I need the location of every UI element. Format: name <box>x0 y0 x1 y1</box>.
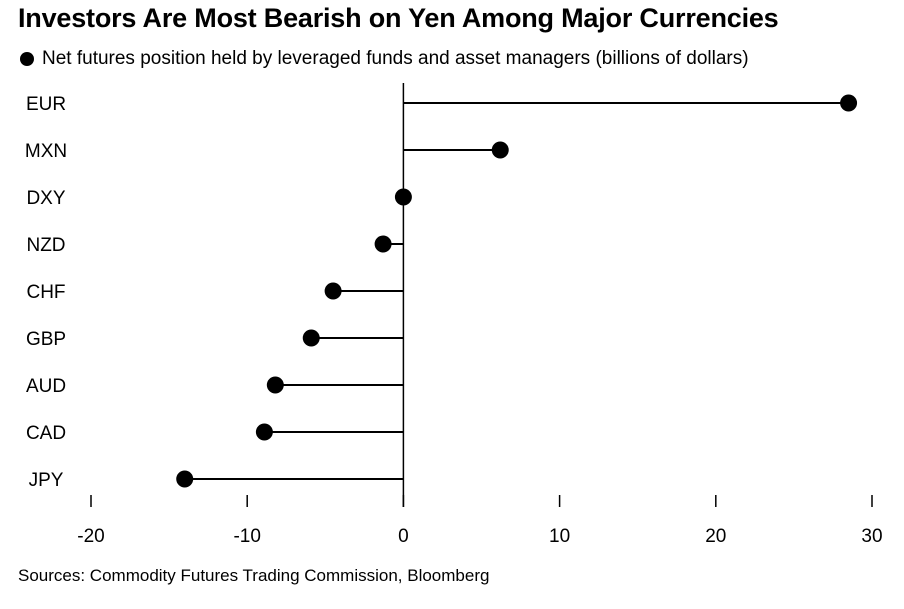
dot-jpy <box>176 470 194 488</box>
x-tick-label-1: -10 <box>233 526 260 547</box>
legend-marker-icon <box>20 52 34 66</box>
x-tick-label-2: 0 <box>398 526 409 547</box>
dot-gbp <box>302 329 320 347</box>
x-tick-label-4: 20 <box>705 526 726 547</box>
category-label-dxy: DXY <box>26 188 65 209</box>
category-label-eur: EUR <box>26 94 66 115</box>
dot-cad <box>255 423 273 441</box>
dot-aud <box>266 376 284 394</box>
category-label-chf: CHF <box>26 282 65 303</box>
category-label-aud: AUD <box>26 376 66 397</box>
dot-dxy <box>394 188 412 206</box>
dot-eur <box>840 94 858 112</box>
source-note: Sources: Commodity Futures Trading Commi… <box>18 566 490 585</box>
x-tick-label-3: 10 <box>549 526 570 547</box>
dot-nzd <box>374 235 392 253</box>
dot-chf <box>324 282 342 300</box>
dot-mxn <box>491 141 509 159</box>
category-label-cad: CAD <box>26 423 66 444</box>
x-tick-label-5: 30 <box>861 526 882 547</box>
chart-title: Investors Are Most Bearish on Yen Among … <box>18 3 779 33</box>
x-tick-label-0: -20 <box>77 526 104 547</box>
category-label-nzd: NZD <box>26 235 65 256</box>
category-label-jpy: JPY <box>29 470 64 491</box>
legend: Net futures position held by leveraged f… <box>18 46 749 72</box>
category-label-gbp: GBP <box>26 329 66 350</box>
category-label-mxn: MXN <box>25 141 67 162</box>
legend-label: Net futures position held by leveraged f… <box>42 48 749 69</box>
